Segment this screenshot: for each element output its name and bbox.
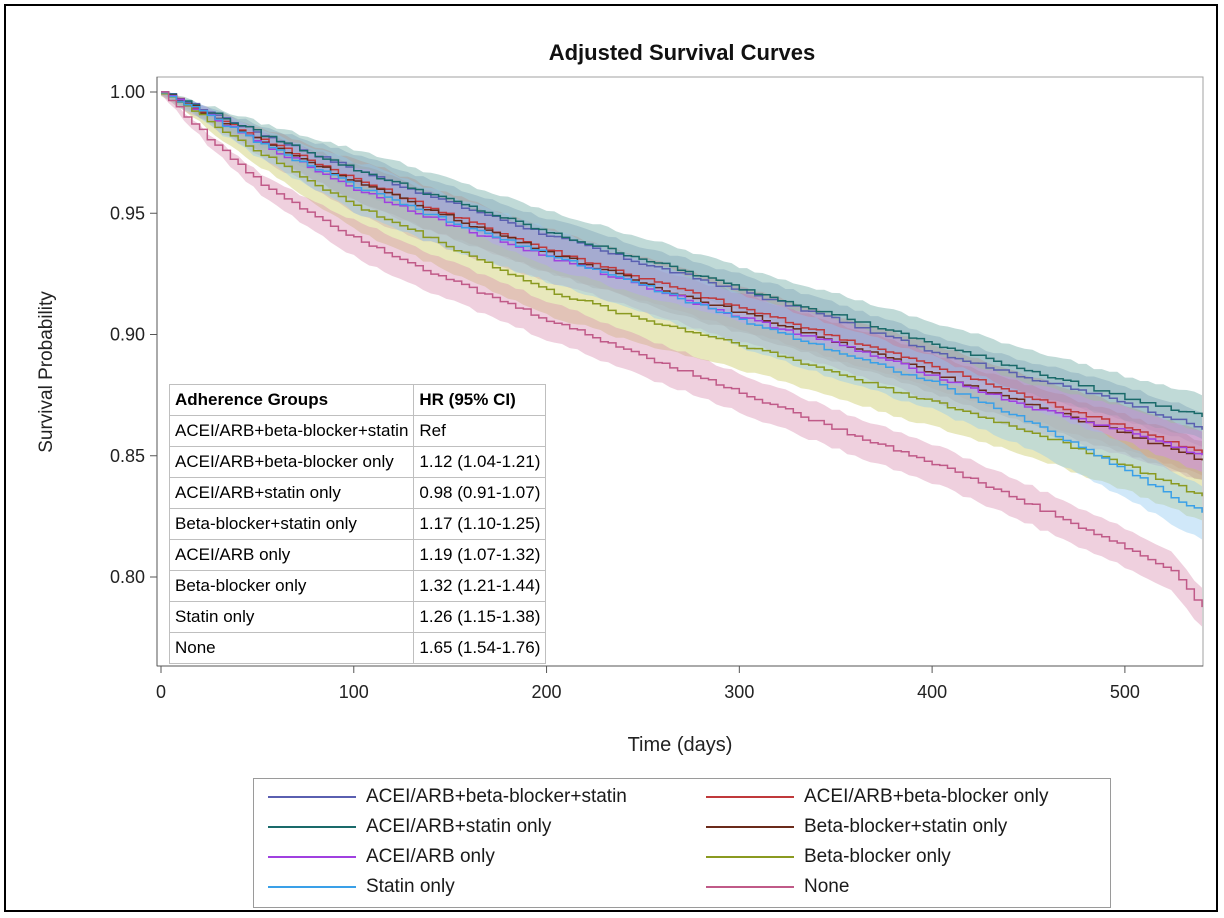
hr-table-header-hr: HR (95% CI): [413, 384, 547, 416]
hr-table-header-group: Adherence Groups: [168, 384, 415, 416]
confidence-band: [161, 92, 1202, 521]
legend-item: ACEI/ARB+beta-blocker+statin: [268, 785, 627, 809]
y-tick-label: 0.95: [110, 203, 145, 223]
hr-table-hr-cell: 1.19 (1.07-1.32): [413, 539, 547, 571]
legend-swatch: [268, 886, 356, 888]
hr-table-row: Statin only 1.26 (1.15-1.38): [168, 601, 547, 633]
series-line: [161, 92, 1203, 497]
hr-table-row: None 1.65 (1.54-1.76): [168, 632, 547, 664]
confidence-band: [161, 92, 1202, 480]
legend-label: ACEI/ARB+beta-blocker+statin: [366, 786, 627, 807]
legend-item: Beta-blocker+statin only: [706, 815, 1007, 839]
hr-table-group-cell: Statin only: [168, 601, 415, 633]
hr-table-hr-cell: 1.17 (1.10-1.25): [413, 508, 547, 540]
hr-table-hr-cell: 1.32 (1.21-1.44): [413, 570, 547, 602]
legend-swatch: [706, 796, 794, 798]
y-axis-label: Survival Probability: [36, 291, 57, 453]
x-axis-label: Time (days): [628, 734, 733, 756]
legend-swatch: [268, 796, 356, 798]
confidence-band: [161, 92, 1202, 447]
survival-chart: Adjusted Survival Curves Survival Probab…: [36, 40, 1204, 756]
series-line: [161, 92, 1203, 454]
y-tick-label: 0.85: [110, 446, 145, 466]
confidence-band: [161, 92, 1202, 439]
legend-swatch: [706, 826, 794, 828]
confidence-band: [161, 92, 1202, 480]
y-tick-label: 1.00: [110, 82, 145, 102]
hr-table-group-cell: Beta-blocker only: [168, 570, 415, 602]
legend-swatch: [706, 886, 794, 888]
series-line: [161, 91, 1203, 608]
hr-table-hr-cell: Ref: [413, 415, 547, 447]
legend-swatch: [268, 826, 356, 828]
confidence-band: [161, 92, 1202, 540]
series-lines: [161, 91, 1203, 608]
hr-table-group-cell: ACEI/ARB+statin only: [168, 477, 415, 509]
legend-item: ACEI/ARB only: [268, 845, 495, 869]
hr-table-group-cell: ACEI/ARB+beta-blocker+statin: [168, 415, 415, 447]
legend-label: ACEI/ARB only: [366, 846, 495, 867]
chart-title: Adjusted Survival Curves: [549, 40, 816, 65]
legend-item: None: [706, 875, 849, 899]
y-tick-label: 0.80: [110, 567, 145, 587]
hr-table-group-cell: ACEI/ARB only: [168, 539, 415, 571]
legend-label: ACEI/ARB+beta-blocker only: [804, 786, 1049, 807]
confidence-bands: [161, 92, 1202, 627]
legend-item: Statin only: [268, 875, 455, 899]
hr-table-row: ACEI/ARB+beta-blocker only 1.12 (1.04-1.2…: [168, 446, 547, 478]
y-tick-label: 0.90: [110, 325, 145, 345]
x-axis: 0 100 200 300 400 500: [156, 665, 1203, 702]
x-tick-label: 200: [532, 682, 562, 702]
x-tick-label: 400: [917, 682, 947, 702]
series-line: [161, 92, 1203, 513]
legend-item: ACEI/ARB+beta-blocker only: [706, 785, 1048, 809]
legend-label: Beta-blocker only: [804, 846, 951, 867]
hr-table-row: Beta-blocker only 1.32 (1.21-1.44): [168, 570, 547, 602]
hr-table-row: ACEI/ARB only 1.19 (1.07-1.32): [168, 539, 547, 571]
hr-table-group-cell: Beta-blocker+statin only: [168, 508, 415, 540]
legend: ACEI/ARB+beta-blocker+statin ACEI/ARB+be…: [253, 778, 1111, 908]
x-tick-label: 500: [1110, 682, 1140, 702]
series-line: [161, 91, 1203, 430]
hr-table-group-cell: None: [168, 632, 415, 664]
hr-table-row: ACEI/ARB+statin only 0.98 (0.91-1.07): [168, 477, 547, 509]
hr-table-group-cell: ACEI/ARB+beta-blocker only: [168, 446, 415, 478]
hr-table-header-row: Adherence Groups HR (95% CI): [168, 384, 547, 416]
x-tick-label: 300: [724, 682, 754, 702]
legend-item: Beta-blocker only: [706, 845, 951, 869]
legend-label: ACEI/ARB+statin only: [366, 816, 552, 837]
series-line: [161, 91, 1203, 417]
x-tick-label: 100: [339, 682, 369, 702]
hr-table-hr-cell: 0.98 (0.91-1.07): [413, 477, 547, 509]
hazard-ratio-table: Adherence Groups HR (95% CI) ACEI/ARB+be…: [168, 384, 547, 664]
legend-label: Statin only: [366, 876, 455, 897]
y-axis: 0.80 0.85 0.90 0.95 1.00: [110, 77, 158, 666]
series-line: [161, 91, 1203, 456]
hr-table-hr-cell: 1.12 (1.04-1.21): [413, 446, 547, 478]
x-tick-label: 0: [156, 682, 166, 702]
confidence-band: [161, 92, 1202, 627]
legend-item: ACEI/ARB+statin only: [268, 815, 551, 839]
legend-label: Beta-blocker+statin only: [804, 816, 1008, 837]
hr-table-row: ACEI/ARB+beta-blocker+statin Ref: [168, 415, 547, 447]
legend-swatch: [706, 856, 794, 858]
hr-table-hr-cell: 1.26 (1.15-1.38): [413, 601, 547, 633]
hr-table-hr-cell: 1.65 (1.54-1.76): [413, 632, 547, 664]
legend-label: None: [804, 876, 850, 897]
hr-table-row: Beta-blocker+statin only 1.17 (1.10-1.25): [168, 508, 547, 540]
legend-swatch: [268, 856, 356, 858]
figure-frame: Adjusted Survival Curves Survival Probab…: [4, 4, 1218, 912]
